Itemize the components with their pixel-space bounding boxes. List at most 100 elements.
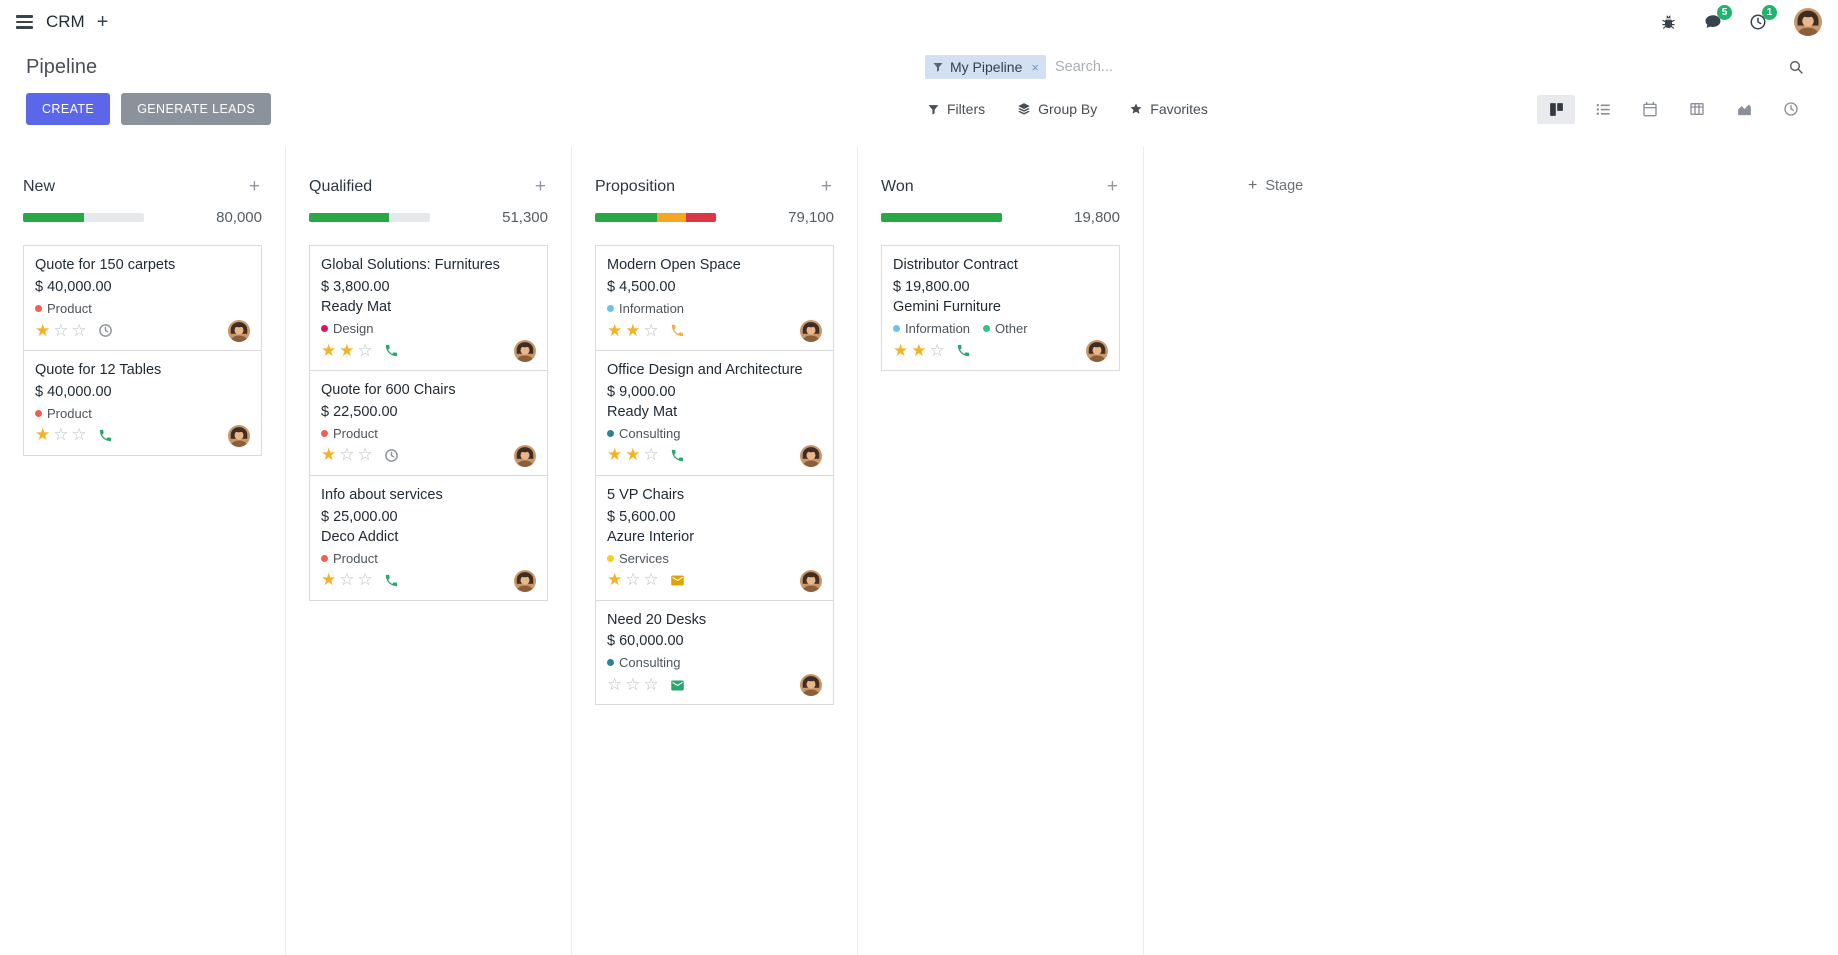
card-tags: Information Other: [893, 321, 1108, 336]
user-menu-avatar[interactable]: [1794, 8, 1822, 36]
graph-view-button[interactable]: [1725, 95, 1763, 124]
filters-button[interactable]: Filters: [927, 101, 985, 117]
priority-star-icon[interactable]: ☆: [339, 445, 355, 465]
column-add-button[interactable]: +: [1106, 176, 1118, 197]
quick-add-button[interactable]: +: [91, 10, 115, 34]
priority-star-icon[interactable]: ☆: [929, 340, 945, 360]
priority-star-icon[interactable]: ☆: [53, 425, 69, 445]
generate-leads-button[interactable]: GENERATE LEADS: [121, 93, 272, 125]
tag-color-dot: [321, 554, 328, 562]
priority-star-icon[interactable]: ★: [625, 445, 641, 465]
debug-bug-icon[interactable]: [1660, 14, 1677, 31]
card-partner: Deco Addict: [321, 528, 399, 545]
priority-star-icon[interactable]: ☆: [339, 570, 355, 590]
phone-activity-icon[interactable]: [384, 343, 399, 358]
priority-star-icon[interactable]: ☆: [71, 320, 87, 340]
phone-activity-icon[interactable]: [670, 448, 685, 463]
list-view-button[interactable]: [1584, 95, 1622, 124]
kanban-card[interactable]: Distributor Contract $ 19,800.00 Gemini …: [881, 245, 1120, 371]
calendar-view-button[interactable]: [1631, 95, 1669, 124]
phone-activity-icon[interactable]: [956, 343, 971, 358]
priority-star-icon[interactable]: ☆: [607, 675, 623, 695]
search-input[interactable]: [1045, 53, 1788, 81]
search-facet-chip[interactable]: My Pipeline ×: [925, 55, 1046, 79]
progress-segment[interactable]: [309, 213, 389, 222]
card-footer: ★ ★ ☆: [321, 339, 536, 362]
column-add-button[interactable]: +: [534, 176, 546, 197]
progress-segment[interactable]: [595, 213, 657, 222]
column-add-button[interactable]: +: [820, 176, 832, 197]
priority-star-icon[interactable]: ☆: [625, 675, 641, 695]
priority-star-icon[interactable]: ★: [607, 445, 623, 465]
priority-star-icon[interactable]: ☆: [625, 570, 641, 590]
column-progressbar[interactable]: [881, 213, 1002, 222]
priority-star-icon[interactable]: ★: [35, 320, 51, 340]
create-button[interactable]: CREATE: [26, 93, 111, 125]
priority-star-icon[interactable]: ☆: [71, 425, 87, 445]
priority-star-icon[interactable]: ★: [321, 570, 337, 590]
progress-segment[interactable]: [23, 213, 84, 222]
progress-segment[interactable]: [685, 213, 716, 222]
priority-star-icon[interactable]: ☆: [643, 675, 659, 695]
messages-badge: 5: [1717, 5, 1732, 20]
add-stage-button[interactable]: + Stage: [1144, 147, 1838, 195]
messages-menu-button[interactable]: 5: [1704, 5, 1732, 31]
search-icon[interactable]: [1788, 59, 1804, 75]
clock-activity-icon[interactable]: [384, 448, 399, 463]
priority-star-icon[interactable]: ★: [625, 320, 641, 340]
column-progressbar[interactable]: [595, 213, 716, 222]
priority-star-icon[interactable]: ★: [607, 320, 623, 340]
clock-activity-icon[interactable]: [98, 323, 113, 338]
kanban-card[interactable]: 5 VP Chairs $ 5,600.00 Azure Interior Se…: [595, 474, 834, 601]
activity-view-button[interactable]: [1772, 95, 1810, 124]
kanban-card[interactable]: Quote for 12 Tables $ 40,000.00 Product …: [23, 349, 262, 456]
priority-star-icon[interactable]: ★: [35, 425, 51, 445]
app-name[interactable]: CRM: [46, 12, 85, 31]
kanban-card[interactable]: Global Solutions: Furnitures $ 3,800.00 …: [309, 245, 548, 371]
tag-color-dot: [893, 324, 900, 332]
pivot-view-button[interactable]: [1678, 95, 1716, 124]
apps-menu-button[interactable]: [16, 15, 33, 29]
salesperson-avatar: [1086, 339, 1108, 362]
search-bar[interactable]: My Pipeline ×: [919, 50, 1810, 84]
kanban-card[interactable]: Modern Open Space $ 4,500.00 Information…: [595, 245, 834, 351]
priority-star-icon[interactable]: ★: [339, 340, 355, 360]
kanban-card[interactable]: Quote for 150 carpets $ 40,000.00 Produc…: [23, 245, 262, 351]
tag-color-dot: [321, 429, 328, 437]
facet-remove-icon[interactable]: ×: [1031, 59, 1039, 75]
kanban-card[interactable]: Need 20 Desks $ 60,000.00 Consulting ☆ ☆ ☆: [595, 599, 834, 706]
progress-segment[interactable]: [656, 213, 686, 222]
kanban-card[interactable]: Quote for 600 Chairs $ 22,500.00 Product…: [309, 369, 548, 476]
envelope-activity-icon[interactable]: [670, 678, 685, 693]
priority-star-icon[interactable]: ☆: [643, 320, 659, 340]
priority-star-icon[interactable]: ★: [321, 340, 337, 360]
phone-activity-icon[interactable]: [670, 323, 685, 338]
priority-star-icon[interactable]: ☆: [357, 340, 373, 360]
column-cards: Global Solutions: Furnitures $ 3,800.00 …: [309, 245, 548, 601]
card-partner: Ready Mat: [607, 403, 678, 420]
progress-segment[interactable]: [881, 213, 1002, 222]
group-by-button[interactable]: Group By: [1017, 101, 1097, 117]
priority-star-icon[interactable]: ★: [893, 340, 909, 360]
priority-star-icon[interactable]: ★: [607, 570, 623, 590]
phone-activity-icon[interactable]: [98, 428, 113, 443]
column-progressbar[interactable]: [23, 213, 144, 222]
priority-star-icon[interactable]: ☆: [357, 445, 373, 465]
column-progressbar[interactable]: [309, 213, 430, 222]
favorites-button[interactable]: Favorites: [1129, 101, 1208, 117]
priority-star-icon[interactable]: ☆: [53, 320, 69, 340]
envelope-activity-icon[interactable]: [670, 573, 685, 588]
kanban-card[interactable]: Info about services $ 25,000.00 Deco Add…: [309, 474, 548, 601]
kanban-card[interactable]: Office Design and Architecture $ 9,000.0…: [595, 349, 834, 476]
priority-star-icon[interactable]: ☆: [643, 445, 659, 465]
priority-star-icon[interactable]: ☆: [357, 570, 373, 590]
phone-activity-icon[interactable]: [384, 573, 399, 588]
priority-star-icon[interactable]: ★: [321, 445, 337, 465]
column-progress-row: 79,100: [595, 209, 834, 226]
priority-star-icon[interactable]: ★: [911, 340, 927, 360]
priority-star-icon[interactable]: ☆: [643, 570, 659, 590]
kanban-view-button[interactable]: [1537, 94, 1575, 124]
activities-menu-button[interactable]: 1: [1749, 5, 1777, 31]
column-add-button[interactable]: +: [248, 176, 260, 197]
